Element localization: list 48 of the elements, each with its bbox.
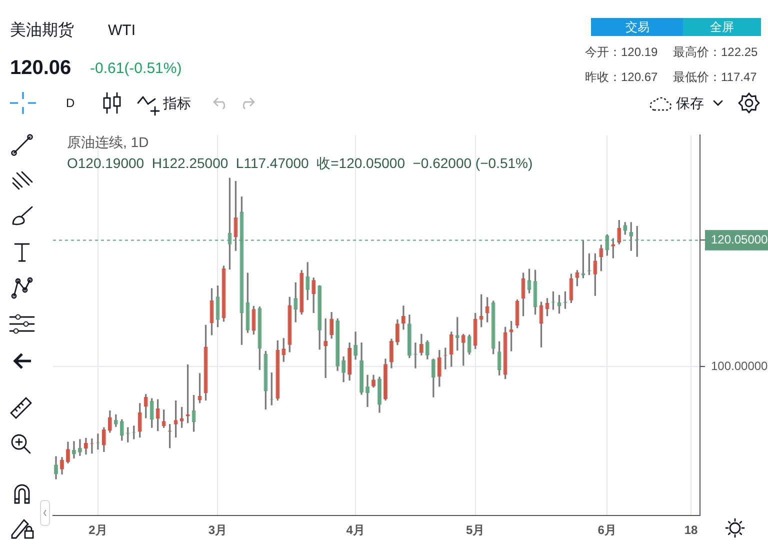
x-tick-label: 2月 (88, 523, 108, 538)
candlestick (575, 270, 580, 286)
text: 最高价：122.25 (673, 44, 758, 61)
x-tick-label: 3月 (208, 523, 228, 538)
text: 120.06 (10, 57, 72, 80)
candlestick (66, 442, 70, 464)
candlestick (378, 376, 382, 413)
candlestick (366, 374, 370, 407)
candlestick (252, 306, 256, 335)
candlestick (180, 406, 184, 428)
candlestick (402, 306, 406, 330)
candlestick (372, 374, 376, 388)
x-tick-label: 6月 (598, 523, 616, 538)
candlestick (174, 400, 178, 438)
annotation: 原油连续, 1D (67, 134, 149, 152)
y-tick-label: 120.05000 (711, 232, 768, 247)
candlestick (336, 318, 340, 371)
x-tick-label: 4月 (346, 523, 365, 538)
annotation: O120.19000 H122.25000 L117.47000 收=120.05000 −0.62000 (−0.51%) (67, 155, 533, 173)
candlestick (497, 341, 502, 376)
candlestick (396, 319, 400, 346)
candlestick (384, 358, 388, 401)
text: 全屏 (683, 18, 761, 36)
candlestick (348, 342, 352, 381)
candlestick (72, 441, 76, 458)
text: -0.61(-0.51%) (90, 60, 182, 77)
candlestick (54, 456, 58, 480)
candlestick (408, 314, 412, 358)
candlestick (258, 306, 262, 370)
text: 昨收：120.67 (585, 69, 658, 86)
text: 保存 (676, 95, 704, 113)
text: 指标 (163, 95, 191, 113)
chart-title: 美油期货 (10, 20, 74, 41)
y-tick-label: 100.00000 (711, 359, 768, 374)
chart-subtitle: WTI (108, 22, 136, 39)
candlestick (360, 342, 364, 395)
text: D (66, 96, 75, 110)
candlestick (60, 457, 64, 475)
text: 最低价：117.47 (673, 69, 757, 86)
candlestick (78, 439, 82, 456)
candlestick (354, 332, 358, 360)
x-tick-label: 18 (684, 523, 698, 538)
x-tick-label: 5月 (466, 523, 485, 538)
text: 今开：120.19 (585, 44, 658, 61)
candlestick (342, 356, 346, 382)
text: 交易 (591, 18, 684, 36)
candlestick (390, 338, 394, 368)
candlestick (84, 438, 88, 455)
